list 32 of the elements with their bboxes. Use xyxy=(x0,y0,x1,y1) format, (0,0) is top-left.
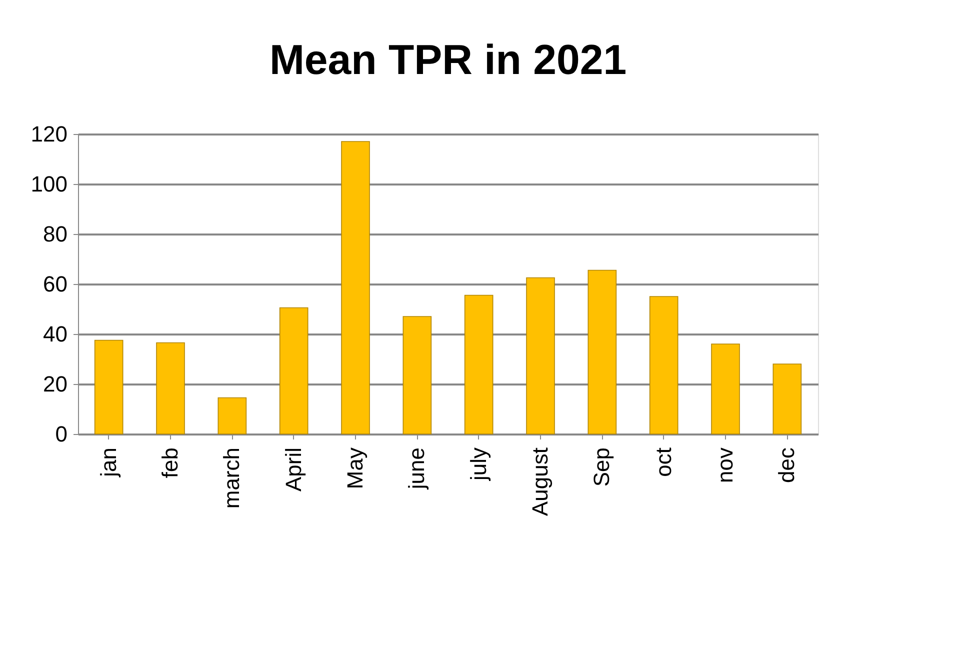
bar xyxy=(649,296,678,434)
x-tick-label: nov xyxy=(712,448,738,483)
bar xyxy=(279,307,308,434)
bar xyxy=(94,340,124,434)
x-tick-label: march xyxy=(219,448,244,509)
bar xyxy=(402,316,432,434)
bar xyxy=(156,342,185,434)
x-tick-label: jan xyxy=(96,448,121,478)
bar xyxy=(341,141,370,434)
y-tick-label: 120 xyxy=(30,122,68,146)
bar xyxy=(218,397,247,434)
bar xyxy=(464,294,494,434)
y-tick-label: 40 xyxy=(43,322,68,346)
x-tick-label: june xyxy=(404,448,430,490)
x-tick-label: july xyxy=(466,448,491,482)
y-tick-label: 100 xyxy=(30,172,68,196)
x-tick-label: Sep xyxy=(589,448,614,487)
bar xyxy=(711,344,740,434)
x-tick-label: dec xyxy=(774,448,800,483)
y-tick-label: 80 xyxy=(43,222,68,246)
bar xyxy=(772,364,802,434)
y-tick-label: 20 xyxy=(43,372,68,396)
x-tick-label: August xyxy=(528,448,552,516)
y-tick-label: 0 xyxy=(55,422,68,446)
y-tick-label: 60 xyxy=(43,272,68,296)
chart-title: Mean TPR in 2021 xyxy=(269,36,627,83)
bar xyxy=(588,270,617,434)
x-tick-label: feb xyxy=(158,448,182,478)
x-tick-label: May xyxy=(342,448,368,490)
x-tick-label: oct xyxy=(650,448,676,477)
bar xyxy=(526,277,555,434)
x-tick-label: April xyxy=(280,448,306,492)
